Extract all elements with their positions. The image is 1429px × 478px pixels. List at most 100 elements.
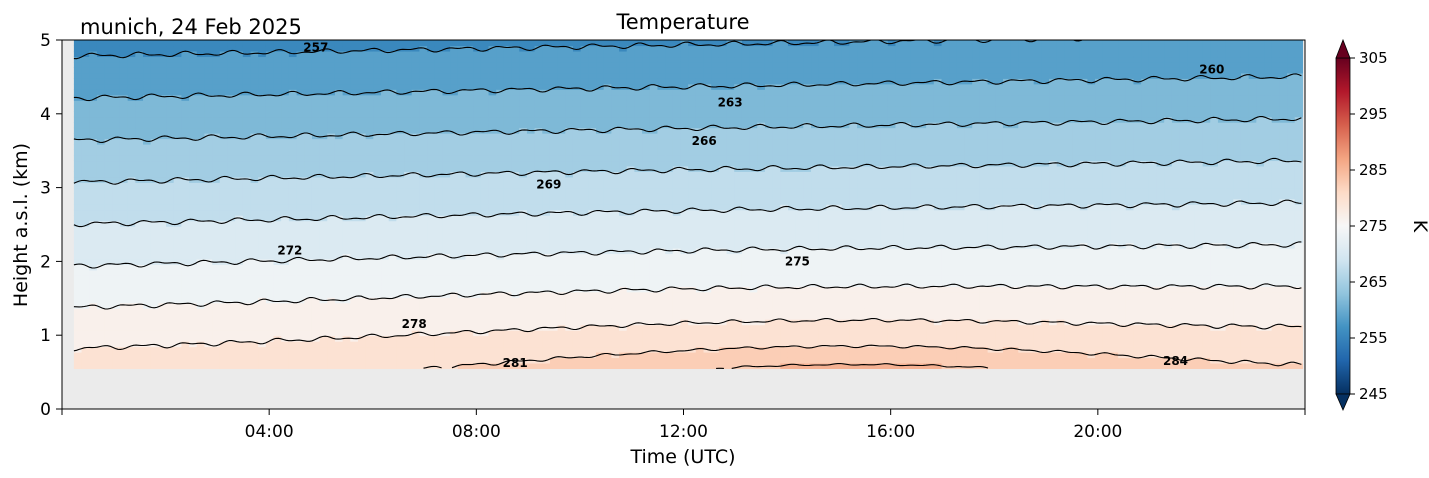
heatmap-cell	[427, 291, 436, 298]
heatmap-cell	[143, 242, 152, 249]
heatmap-cell	[112, 341, 121, 348]
heatmap-cell	[404, 160, 413, 167]
heatmap-cell	[127, 351, 136, 359]
heatmap-cell	[373, 160, 382, 167]
heatmap-cell	[542, 297, 551, 304]
heatmap-cell	[703, 78, 712, 85]
heatmap-cell	[404, 302, 413, 309]
heatmap-cell	[373, 231, 382, 238]
heatmap-cell	[250, 89, 259, 96]
heatmap-cell	[242, 187, 252, 194]
heatmap-cell	[642, 220, 651, 227]
heatmap-cell	[89, 247, 98, 255]
heatmap-cell	[465, 247, 474, 255]
heatmap-cell	[127, 133, 136, 140]
heatmap-cell	[89, 89, 98, 96]
heatmap-cell	[288, 83, 298, 90]
heatmap-cell	[580, 100, 589, 107]
heatmap-cell	[166, 40, 175, 47]
heatmap-cell	[419, 198, 428, 205]
heatmap-cell	[112, 160, 121, 167]
heatmap-cell	[526, 231, 536, 238]
heatmap-cell	[442, 204, 451, 211]
heatmap-cell	[158, 100, 167, 107]
heatmap-cell	[680, 40, 689, 47]
heatmap-cell	[396, 286, 405, 293]
heatmap-cell	[427, 335, 436, 342]
heatmap-cell	[288, 160, 298, 167]
heatmap-cell	[212, 226, 221, 233]
heatmap-cell	[473, 220, 482, 227]
heatmap-cell	[657, 144, 666, 151]
heatmap-cell	[442, 78, 451, 85]
heatmap-cell	[296, 176, 305, 183]
heatmap-cell	[488, 319, 497, 326]
heatmap-cell	[334, 160, 344, 167]
heatmap-cell	[388, 144, 397, 151]
heatmap-cell	[665, 275, 674, 282]
heatmap-cell	[634, 226, 643, 233]
heatmap-cell	[404, 247, 413, 255]
heatmap-cell	[596, 160, 605, 167]
heatmap-cell	[611, 341, 620, 348]
heatmap-cell	[557, 247, 566, 255]
heatmap-cell	[642, 362, 651, 370]
heatmap-cell	[688, 138, 697, 145]
heatmap-cell	[250, 78, 259, 85]
heatmap-cell	[150, 313, 159, 320]
heatmap-cell	[212, 324, 221, 331]
heatmap-cell	[311, 346, 321, 353]
heatmap-cell	[219, 50, 229, 58]
heatmap-cell	[411, 61, 421, 68]
heatmap-cell	[457, 291, 467, 298]
heatmap-cell	[488, 56, 497, 63]
heatmap-cell	[465, 280, 474, 287]
heatmap-cell	[150, 116, 159, 123]
heatmap-cell	[127, 319, 136, 326]
heatmap-cell	[334, 122, 344, 129]
heatmap-cell	[250, 182, 259, 189]
heatmap-cell	[434, 204, 444, 211]
heatmap-cell	[350, 324, 359, 331]
heatmap-cell	[703, 144, 712, 151]
heatmap-cell	[496, 226, 505, 233]
heatmap-cell	[649, 154, 659, 162]
heatmap-cell	[104, 50, 113, 58]
heatmap-cell	[427, 94, 436, 101]
heatmap-cell	[273, 105, 282, 112]
heatmap-cell	[227, 209, 236, 216]
heatmap-cell	[419, 286, 428, 293]
heatmap-cell	[258, 160, 267, 167]
heatmap-cell	[365, 362, 374, 370]
heatmap-cell	[680, 313, 689, 320]
heatmap-cell	[619, 253, 628, 260]
heatmap-cell	[158, 67, 167, 74]
heatmap-cell	[596, 198, 605, 205]
heatmap-cell	[219, 319, 229, 326]
heatmap-cell	[542, 187, 551, 194]
heatmap-cell	[572, 258, 582, 266]
heatmap-cell	[404, 133, 413, 140]
heatmap-cell	[703, 362, 712, 370]
heatmap-cell	[296, 242, 305, 249]
heatmap-cell	[196, 264, 206, 271]
heatmap-cell	[680, 253, 689, 260]
heatmap-cell	[166, 269, 175, 276]
heatmap-cell	[258, 258, 267, 266]
heatmap-cell	[496, 111, 505, 118]
heatmap-cell	[688, 204, 697, 211]
heatmap-cell	[596, 89, 605, 96]
heatmap-cell	[465, 215, 474, 222]
heatmap-cell	[634, 319, 643, 326]
heatmap-cell	[112, 319, 121, 326]
heatmap-cell	[81, 160, 90, 167]
heatmap-cell	[373, 187, 382, 194]
heatmap-cell	[565, 351, 574, 359]
heatmap-cell	[496, 154, 505, 162]
heatmap-cell	[166, 127, 175, 134]
heatmap-cell	[480, 78, 490, 85]
heatmap-cell	[342, 198, 351, 205]
heatmap-cell	[680, 357, 689, 364]
heatmap-cell	[503, 247, 513, 255]
heatmap-cell	[695, 280, 705, 287]
